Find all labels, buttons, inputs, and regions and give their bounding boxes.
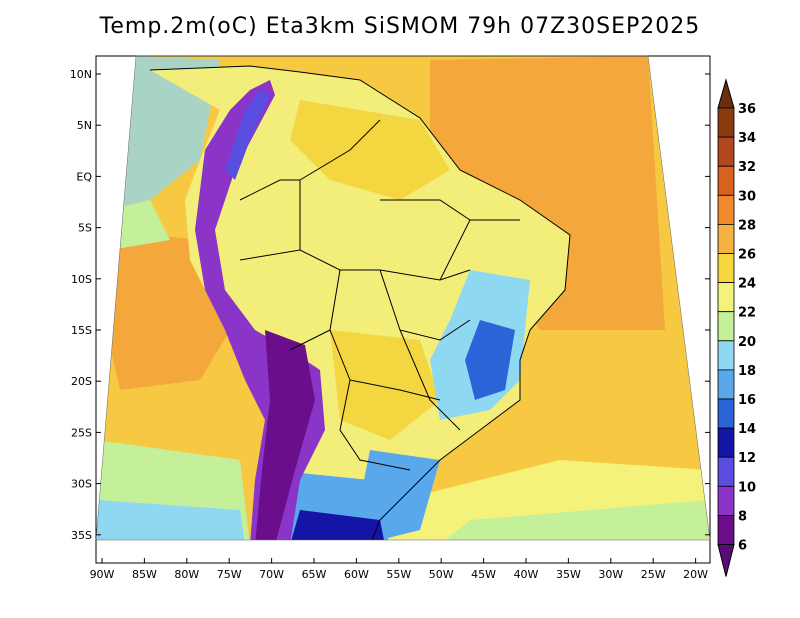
colorbar-swatch (717, 398, 735, 429)
longitude-axis: 90W 85W 80W 75W 70W 65W 60W 55W 50W 45W 40W 35W 30W 2… (90, 558, 708, 581)
cool-pacific-north (110, 56, 220, 210)
lon-label: 70W (259, 568, 284, 581)
lon-label: 65W (302, 568, 327, 581)
colorbar-top-arrow (717, 78, 735, 109)
colorbar-label: 14 (738, 422, 756, 437)
north-andes (225, 90, 270, 180)
colorbar-label: 12 (738, 451, 756, 466)
colorbar-swatch (717, 485, 735, 516)
lon-label: 35W (556, 568, 581, 581)
cold-southern-cone (290, 510, 385, 540)
lon-label: 90W (90, 568, 115, 581)
colorbar-swatch (717, 253, 735, 284)
lat-label: 10N (70, 68, 92, 81)
colorbar-label: 8 (738, 509, 747, 524)
lat-label: 15S (71, 324, 92, 337)
lon-label: 25W (641, 568, 666, 581)
colorbar-swatch (717, 194, 735, 225)
colorbar-swatch (717, 427, 735, 458)
colorbar-swatch (717, 223, 735, 254)
latitude-axis: 10N 5N EQ 5S 10S 15S 20S 25S 30S 35S (70, 68, 710, 542)
colorbar-label: 6 (738, 539, 747, 554)
colorbar: 36 34 32 30 28 26 24 22 20 18 16 14 12 10 8 6 (717, 78, 756, 577)
lon-label: 45W (471, 568, 496, 581)
lon-label: 55W (386, 568, 411, 581)
colorbar-swatch (717, 107, 735, 138)
colorbar-swatch (717, 369, 735, 400)
lon-label: 85W (132, 568, 157, 581)
lat-label: 5N (77, 119, 92, 132)
lat-label: 35S (71, 529, 92, 542)
colorbar-label: 30 (738, 189, 756, 204)
warm-atlantic-region (430, 56, 665, 330)
cold-highlands (465, 320, 515, 400)
south-america-land (150, 66, 570, 540)
colorbar-label: 26 (738, 248, 756, 263)
lon-label: 80W (174, 568, 199, 581)
colorbar-label: 20 (738, 335, 756, 350)
colorbar-label: 22 (738, 306, 756, 321)
colorbar-label: 24 (738, 277, 756, 292)
colorbar-bottom-arrow (717, 544, 735, 577)
map-title: Temp.2m(oC) Eta3km SiSMOM 79h 07Z30SEP20… (99, 14, 701, 39)
lon-label: 30W (598, 568, 623, 581)
lon-label: 75W (217, 568, 242, 581)
lon-label: 50W (429, 568, 454, 581)
lon-label: 40W (514, 568, 539, 581)
lat-label: EQ (76, 170, 92, 183)
colorbar-label: 16 (738, 393, 756, 408)
cold-south-atlantic (440, 500, 710, 540)
colorbar-swatch (717, 165, 735, 196)
domain-outline (95, 55, 711, 541)
lat-label: 30S (71, 478, 92, 491)
warm-north-interior (290, 100, 450, 200)
colorbar-swatch (717, 340, 735, 371)
colorbar-label: 36 (738, 102, 756, 117)
colorbar-label: 10 (738, 480, 756, 495)
cold-south-pacific (96, 500, 245, 540)
colorbar-label: 34 (738, 131, 756, 146)
lat-label: 5S (78, 222, 92, 235)
lat-label: 25S (71, 426, 92, 439)
lat-label: 20S (71, 375, 92, 388)
colorbar-label: 32 (738, 160, 756, 175)
colorbar-swatch (717, 136, 735, 167)
colorbar-swatch (717, 515, 735, 545)
warm-central-interior (330, 330, 440, 440)
colorbar-label: 28 (738, 218, 756, 233)
colorbar-label: 18 (738, 364, 756, 379)
colorbar-swatch (717, 456, 735, 487)
andes-coldest (255, 330, 315, 540)
boundary-lines (149, 65, 571, 540)
lon-label: 60W (344, 568, 369, 581)
cool-pacific-band (110, 200, 170, 250)
lat-label: 10S (71, 273, 92, 286)
lon-label: 20W (683, 568, 708, 581)
colorbar-swatch (717, 311, 735, 342)
colorbar-swatch (717, 282, 735, 313)
